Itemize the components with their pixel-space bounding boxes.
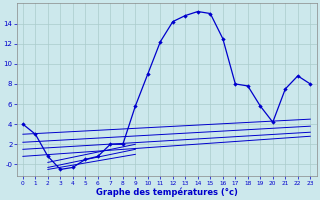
Point: [170, 20, 175, 23]
Point: [245, 84, 250, 88]
Point: [95, 155, 100, 158]
Point: [70, 166, 76, 169]
Point: [283, 87, 288, 91]
Point: [158, 40, 163, 43]
Point: [208, 12, 213, 15]
Point: [183, 14, 188, 17]
Point: [270, 121, 275, 124]
X-axis label: Graphe des températures (°c): Graphe des températures (°c): [96, 187, 237, 197]
Point: [58, 168, 63, 171]
Point: [220, 37, 225, 40]
Point: [308, 82, 313, 86]
Point: [233, 82, 238, 86]
Point: [108, 143, 113, 146]
Point: [20, 123, 26, 126]
Point: [195, 10, 200, 13]
Point: [133, 104, 138, 108]
Point: [83, 158, 88, 161]
Point: [33, 133, 38, 136]
Point: [120, 143, 125, 146]
Point: [258, 104, 263, 108]
Point: [145, 72, 150, 75]
Point: [45, 155, 51, 158]
Point: [295, 74, 300, 77]
